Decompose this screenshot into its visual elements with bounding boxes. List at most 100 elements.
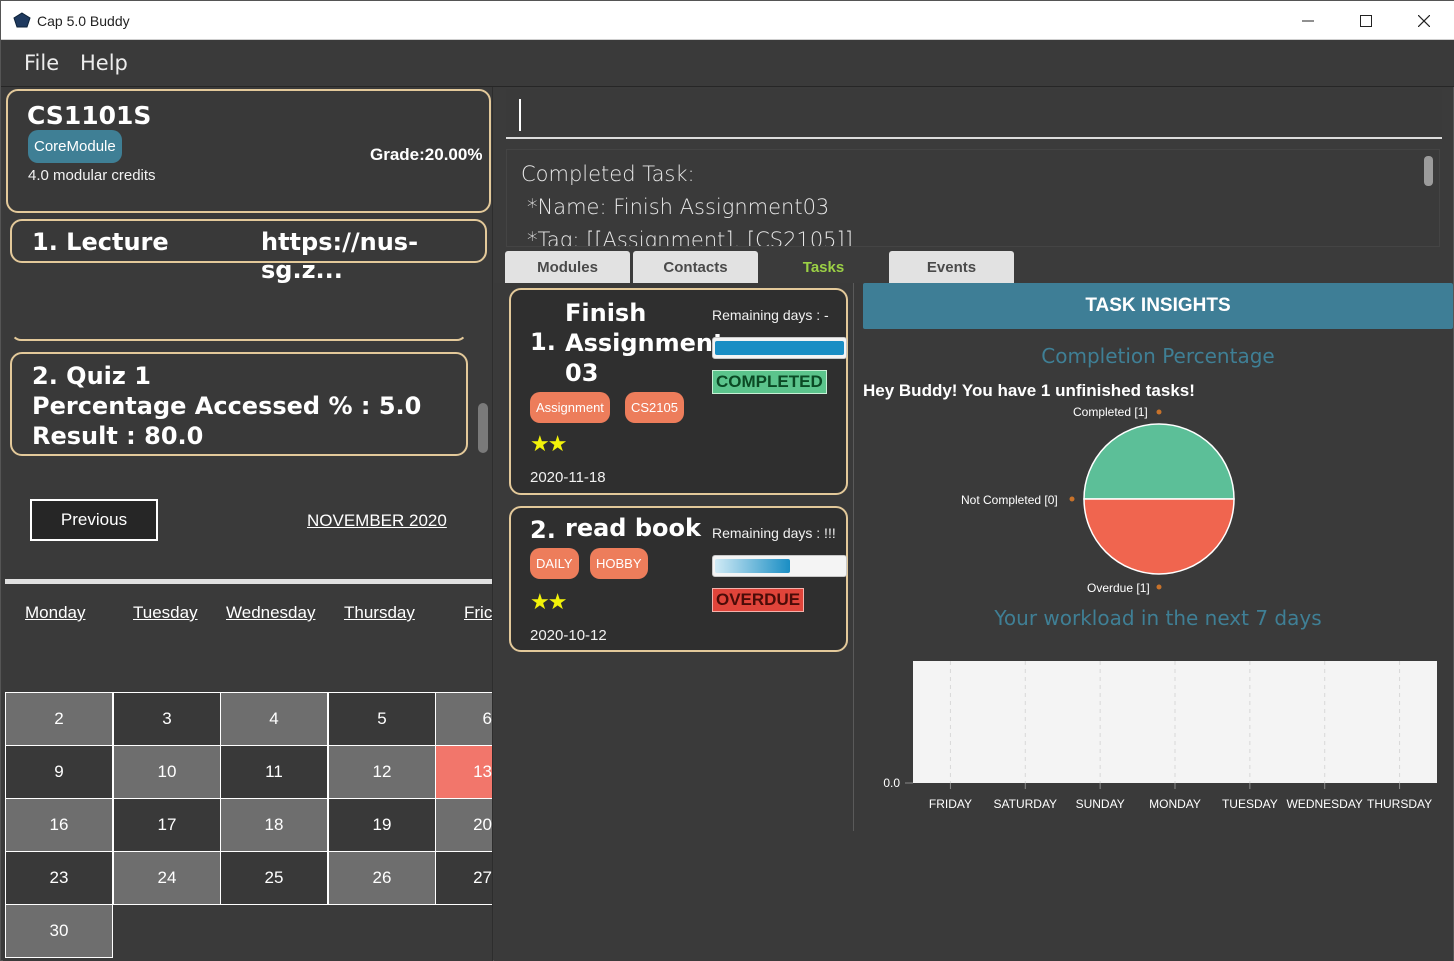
calendar-day-cell[interactable]: 30	[5, 904, 113, 958]
progress-fill	[715, 341, 844, 355]
tab-tasks[interactable]: Tasks	[802, 258, 845, 276]
x-tick-label: MONDAY	[1149, 797, 1201, 811]
status-badge: COMPLETED	[712, 370, 827, 394]
module-credits: 4.0 modular credits	[28, 167, 156, 184]
scrollbar-thumb[interactable]	[478, 403, 488, 453]
calendar-day-cell[interactable]: 6	[435, 692, 492, 746]
command-input[interactable]	[506, 89, 1442, 139]
task-name-line: read book	[565, 514, 701, 542]
calendar-day-cell[interactable]: 19	[328, 798, 436, 852]
zoom-link-card[interactable]: 1. Lecture https://nus-sg.z...	[10, 219, 487, 284]
calendar-day-cell[interactable]: 5	[328, 692, 436, 746]
task-card[interactable]: 1. Finish Assignment 03 Assignment CS210…	[509, 288, 848, 495]
tab-modules[interactable]: Modules	[505, 251, 630, 283]
task-tag: Assignment	[530, 392, 610, 423]
task-card[interactable]: 2. read book DAILY HOBBY ★★ 2020-10-12 R…	[509, 506, 848, 652]
panel-divider	[853, 283, 854, 831]
priority-stars: ★★	[530, 431, 567, 456]
pie-label-marker	[1156, 584, 1162, 590]
priority-stars: ★★	[530, 589, 567, 614]
zoom-label: 1. Lecture	[32, 228, 169, 256]
calendar-day-cell[interactable]: 23	[5, 851, 113, 905]
day-header-thursday: Thursday	[344, 603, 415, 622]
progress-fill	[715, 559, 790, 573]
module-card[interactable]: CS1101S CoreModule 4.0 modular credits G…	[6, 89, 491, 213]
pie-label-marker	[1069, 496, 1075, 502]
title-bar: Cap 5.0 Buddy	[1, 1, 1454, 40]
calendar-day-cell[interactable]: 4	[220, 692, 328, 746]
calendar-day-cell[interactable]: 11	[220, 745, 328, 799]
day-header-tuesday: Tuesday	[133, 603, 198, 622]
left-panel: CS1101S CoreModule 4.0 modular credits G…	[3, 87, 493, 961]
calendar-day-cell[interactable]: 25	[220, 851, 328, 905]
pie-label: Completed [1]	[1073, 405, 1148, 419]
assessment-percentage: Percentage Accessed % : 5.0	[32, 392, 422, 420]
assessment-card[interactable]: 2. Quiz 1 Percentage Accessed % : 5.0 Re…	[10, 352, 468, 456]
calendar-day-cell[interactable]: 3	[113, 692, 221, 746]
task-date: 2020-11-18	[530, 469, 606, 486]
assessment-result: Result : 80.0	[32, 422, 204, 450]
month-label: NOVEMBER 2020	[307, 511, 447, 530]
calendar-day-cell[interactable]: 26	[328, 851, 436, 905]
remaining-days: Remaining days : -	[712, 307, 829, 323]
pentagon-icon	[13, 12, 31, 33]
result-line: *Tag: [[Assignment], [CS2105]]	[527, 228, 853, 247]
calendar-divider	[5, 579, 492, 584]
calendar-day-cell[interactable]: 9	[5, 745, 113, 799]
workload-bar-chart: FRIDAY SATURDAY SUNDAY MONDAY TUESDAY WEDNESD…	[883, 661, 1437, 811]
y-tick-label: 0.0	[883, 776, 900, 790]
day-header-wednesday: Wednesday	[226, 603, 316, 622]
pie-label-marker	[1156, 409, 1162, 415]
menu-file[interactable]: File	[24, 51, 60, 75]
calendar-day-cell[interactable]: 10	[113, 745, 221, 799]
calendar-day-cell[interactable]: 18	[220, 798, 328, 852]
progress-bar	[712, 555, 847, 577]
task-date: 2020-10-12	[530, 627, 607, 644]
task-tag: CS2105	[625, 392, 684, 423]
plot-area	[913, 661, 1437, 783]
x-tick-label: WEDNESDAY	[1286, 797, 1362, 811]
calendar-day-cell[interactable]: 20	[435, 798, 492, 852]
calendar-day-cell[interactable]: 16	[5, 798, 113, 852]
minimize-button[interactable]	[1279, 1, 1337, 40]
previous-month-button[interactable]: Previous	[30, 499, 158, 541]
menu-help[interactable]: Help	[80, 51, 128, 75]
calendar-day-cell[interactable]: 13	[435, 745, 492, 799]
tab-events[interactable]: Events	[889, 251, 1014, 283]
task-name-line: Assignment	[565, 329, 725, 357]
close-button[interactable]	[1395, 1, 1453, 40]
calendar-day-cell[interactable]: 2	[5, 692, 113, 746]
module-code: CS1101S	[27, 101, 152, 130]
task-number: 1.	[530, 328, 556, 356]
result-line: *Name: Finish Assignment03	[527, 195, 830, 219]
task-number: 2.	[530, 516, 556, 544]
progress-bar	[712, 337, 847, 359]
completion-title: Completion Percentage	[1041, 344, 1275, 368]
scrollbar-thumb[interactable]	[1424, 156, 1433, 186]
list-divider	[11, 327, 467, 341]
task-name-line: 03	[565, 359, 599, 387]
task-name-line: Finish	[565, 299, 647, 327]
x-tick-label: TUESDAY	[1222, 797, 1278, 811]
pie-label: Overdue [1]	[1087, 581, 1150, 595]
result-display: Completed Task: *Name: Finish Assignment…	[506, 149, 1440, 247]
unfinished-message: Hey Buddy! You have 1 unfinished tasks!	[863, 381, 1195, 400]
calendar-day-cell[interactable]: 24	[113, 851, 221, 905]
text-caret	[519, 99, 521, 131]
module-grade: Grade:20.00%	[370, 145, 483, 164]
calendar-day-cell[interactable]: 27	[435, 851, 492, 905]
tab-contacts[interactable]: Contacts	[633, 251, 758, 283]
maximize-button[interactable]	[1337, 1, 1395, 40]
calendar-day-cell[interactable]: 17	[113, 798, 221, 852]
status-badge: OVERDUE	[712, 588, 805, 612]
close-icon	[1418, 14, 1430, 27]
task-insights-button[interactable]: TASK INSIGHTS	[863, 283, 1453, 329]
x-tick-label: SUNDAY	[1076, 797, 1125, 811]
remaining-days: Remaining days : !!!	[712, 525, 836, 541]
calendar-day-cell[interactable]: 12	[328, 745, 436, 799]
module-tag: CoreModule	[28, 130, 122, 163]
assessment-title: 2. Quiz 1	[32, 362, 151, 390]
workload-title: Your workload in the next 7 days	[994, 606, 1322, 630]
zoom-link[interactable]: https://nus-sg.z...	[261, 228, 419, 284]
